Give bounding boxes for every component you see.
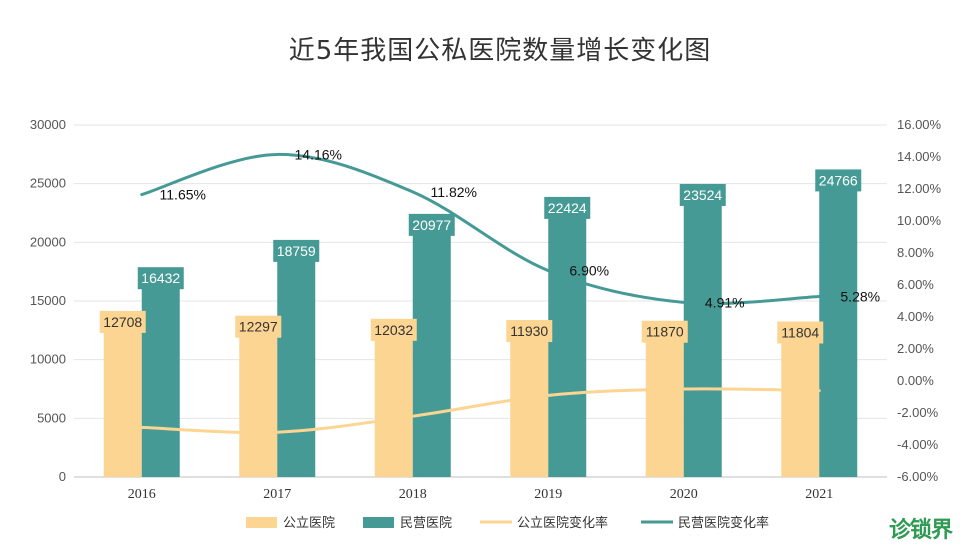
data-label-bg bbox=[99, 310, 146, 333]
y-left-tick-label: 15000 bbox=[30, 293, 66, 308]
line-data-label: 11.65% bbox=[160, 187, 206, 203]
line-data-label: 5.28% bbox=[840, 289, 880, 305]
bar bbox=[548, 213, 587, 478]
x-tick-label: 2019 bbox=[534, 487, 562, 502]
legend-label: 公立医院变化率 bbox=[517, 515, 608, 531]
data-label-bg bbox=[408, 213, 455, 236]
series-line bbox=[140, 387, 821, 435]
x-tick-label: 2020 bbox=[670, 487, 698, 502]
y-right-tick-label: -6.00% bbox=[897, 469, 939, 484]
data-label: 23524 bbox=[683, 187, 722, 203]
data-label: 11930 bbox=[510, 323, 548, 339]
y-right-tick-label: 10.00% bbox=[897, 213, 942, 228]
line-data-label: 4.91% bbox=[705, 294, 745, 310]
data-label-bg bbox=[544, 196, 591, 219]
y-right-tick-label: 4.00% bbox=[897, 309, 934, 324]
y-right-tick-label: -2.00% bbox=[897, 405, 939, 420]
x-tick-label: 2018 bbox=[399, 487, 427, 502]
legend-label: 公立医院 bbox=[283, 516, 335, 531]
data-label-bg bbox=[815, 169, 862, 192]
bar bbox=[510, 337, 549, 477]
y-left-tick-label: 25000 bbox=[30, 176, 66, 191]
data-label: 11804 bbox=[781, 324, 819, 340]
bar bbox=[141, 284, 180, 477]
y-right-tick-label: 6.00% bbox=[897, 277, 934, 292]
y-left-tick-label: 5000 bbox=[37, 410, 66, 425]
y-right-tick-label: 8.00% bbox=[897, 245, 934, 260]
series-line bbox=[140, 152, 821, 306]
data-label: 20977 bbox=[412, 217, 451, 233]
data-label-bg bbox=[137, 267, 184, 290]
y-right-tick-label: -4.00% bbox=[897, 437, 939, 452]
data-label-bg bbox=[777, 321, 824, 344]
data-label: 24766 bbox=[819, 172, 858, 188]
data-label-bg bbox=[370, 318, 417, 341]
data-label-bg bbox=[235, 315, 282, 338]
data-label-bg bbox=[641, 320, 688, 343]
y-left-tick-label: 10000 bbox=[30, 352, 66, 367]
y-left-tick-label: 20000 bbox=[30, 234, 66, 249]
y-right-tick-label: 0.00% bbox=[897, 373, 934, 388]
watermark-logo: 诊锁界 bbox=[889, 518, 953, 543]
bar bbox=[819, 186, 858, 477]
bar bbox=[781, 338, 820, 477]
y-right-tick-label: 12.00% bbox=[897, 181, 942, 196]
line-data-label: 14.16% bbox=[295, 146, 342, 162]
x-tick-label: 2016 bbox=[128, 487, 156, 502]
bar bbox=[683, 200, 722, 478]
bar bbox=[103, 327, 142, 477]
y-left-tick-label: 0 bbox=[59, 469, 66, 484]
bar bbox=[412, 230, 451, 477]
bar bbox=[374, 335, 413, 477]
bar bbox=[645, 337, 684, 477]
legend-label: 民营医院变化率 bbox=[678, 515, 769, 531]
data-label-bg bbox=[273, 239, 320, 262]
data-label-bg bbox=[506, 320, 553, 343]
y-right-tick-label: 16.00% bbox=[897, 117, 942, 132]
legend-swatch bbox=[246, 517, 277, 528]
bar bbox=[277, 256, 316, 477]
data-label: 22424 bbox=[548, 200, 587, 216]
line-data-label: 11.82% bbox=[431, 184, 477, 200]
legend-swatch bbox=[363, 517, 394, 528]
data-label: 18759 bbox=[277, 243, 316, 259]
chart-title: 近5年我国公私医院数量增长变化图 bbox=[288, 36, 712, 66]
line-data-label: 6.90% bbox=[569, 263, 609, 279]
x-tick-label: 2021 bbox=[805, 487, 833, 502]
y-right-tick-label: 2.00% bbox=[897, 341, 934, 356]
data-label-bg bbox=[679, 183, 726, 206]
data-label: 12708 bbox=[103, 314, 142, 330]
data-label: 16432 bbox=[141, 270, 180, 286]
legend-label: 民营医院 bbox=[400, 516, 452, 531]
y-right-tick-label: 14.00% bbox=[897, 149, 942, 164]
data-label: 12297 bbox=[239, 319, 278, 335]
data-label: 11870 bbox=[646, 324, 684, 340]
x-tick-label: 2017 bbox=[263, 487, 291, 502]
y-left-tick-label: 30000 bbox=[30, 117, 66, 132]
data-label: 12032 bbox=[374, 322, 413, 338]
bar bbox=[239, 332, 278, 477]
